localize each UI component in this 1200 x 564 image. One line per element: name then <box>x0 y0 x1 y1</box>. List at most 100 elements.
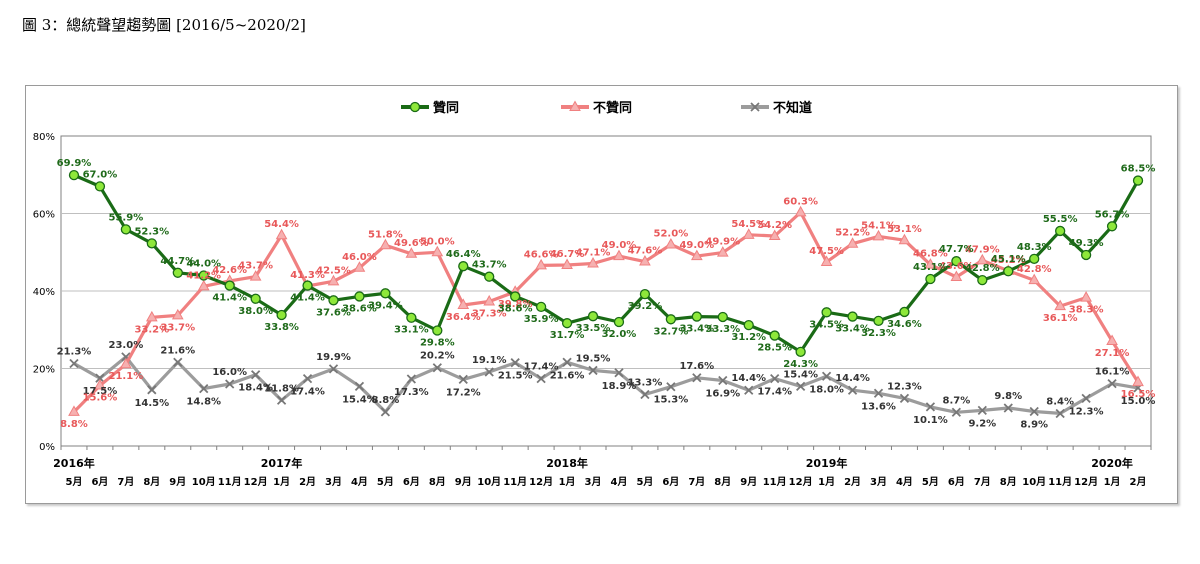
data-point <box>354 381 365 391</box>
x-marker-stroke <box>328 364 339 374</box>
data-label: 33.4% <box>835 324 870 335</box>
data-label: 32.0% <box>602 329 637 340</box>
data-label: 49.9% <box>705 237 740 248</box>
data-point <box>380 288 391 299</box>
x-marker-stroke <box>1081 393 1091 403</box>
data-label: 51.8% <box>368 229 403 240</box>
x-tick-label: 2月 <box>844 476 861 488</box>
data-label: 9.2% <box>968 418 996 429</box>
data-point <box>68 169 80 181</box>
series-line <box>72 210 1140 414</box>
data-label: 19.9% <box>316 352 351 363</box>
x-marker-stroke <box>1029 406 1039 417</box>
data-label: 47.6% <box>628 246 663 257</box>
x-tick-label: 11月 <box>218 476 242 488</box>
data-label: 27.1% <box>1095 348 1130 359</box>
x-tick-label: 2月 <box>1130 476 1147 488</box>
x-marker-stroke <box>666 382 676 392</box>
data-label: 33.1% <box>394 325 429 336</box>
data-point <box>587 256 599 268</box>
data-point <box>405 247 418 258</box>
data-label: 38.3% <box>1069 305 1104 316</box>
data-point <box>925 273 936 285</box>
data-point <box>302 280 313 291</box>
x-tick-label: 4月 <box>351 476 368 488</box>
data-label: 14.8% <box>186 397 221 408</box>
data-point <box>484 367 494 377</box>
x-tick-label: 5月 <box>636 476 653 488</box>
legend-label: 不知道 <box>773 100 812 116</box>
x-marker-stroke <box>121 352 131 362</box>
x-marker-stroke <box>614 368 624 378</box>
data-point <box>327 274 340 286</box>
data-label: 31.2% <box>731 332 766 343</box>
x-marker-stroke <box>640 389 650 400</box>
data-label: 33.4% <box>679 324 714 335</box>
x-tick-label: 7月 <box>974 476 991 488</box>
data-label: 15.0% <box>1121 396 1156 407</box>
data-point <box>484 271 495 282</box>
data-label: 13.6% <box>861 401 896 412</box>
data-point <box>873 315 884 326</box>
x-marker-stroke <box>692 373 702 383</box>
data-point <box>561 258 573 270</box>
data-label: 47.7% <box>939 244 974 255</box>
x-marker-stroke <box>873 388 884 398</box>
y-tick-label: 0% <box>39 442 55 453</box>
x-tick-label: 10月 <box>477 476 501 488</box>
x-tick-label: 11月 <box>1048 476 1072 488</box>
data-point <box>328 364 339 374</box>
x-marker-stroke <box>302 373 313 384</box>
data-point <box>587 311 599 322</box>
data-point <box>457 298 470 309</box>
x-tick-label: 10月 <box>1022 476 1046 488</box>
data-label: 35.9% <box>524 314 559 325</box>
data-point <box>613 249 625 261</box>
data-label: 42.5% <box>316 265 351 276</box>
data-label: 21.6% <box>550 370 585 381</box>
legend-item: 贊同 <box>401 100 459 116</box>
x-tick-label: 8月 <box>714 476 731 488</box>
data-point <box>172 267 183 278</box>
x-tick-label: 1月 <box>818 476 835 488</box>
series-2 <box>69 352 1143 419</box>
data-point <box>120 224 132 235</box>
data-label: 54.1% <box>861 220 896 231</box>
data-label: 42.6% <box>212 265 247 276</box>
x-tick-label: 10月 <box>192 476 216 488</box>
data-point <box>173 357 183 367</box>
data-label: 42.8% <box>965 263 1000 274</box>
data-point <box>276 309 287 321</box>
data-label: 52.2% <box>835 228 870 239</box>
data-label: 32.3% <box>861 328 896 339</box>
data-point <box>820 255 833 266</box>
x-tick-label: 5月 <box>65 476 82 488</box>
x-tick-label: 12月 <box>789 476 813 488</box>
data-label: 33.3% <box>705 324 740 335</box>
data-point <box>431 245 444 257</box>
data-label: 8.8% <box>60 419 88 430</box>
legend-item: 不知道 <box>741 100 812 116</box>
data-label: 16.5% <box>1121 389 1156 400</box>
data-point <box>692 373 702 383</box>
data-point <box>1132 375 1144 387</box>
data-point <box>614 368 624 378</box>
y-tick-label: 60% <box>33 210 55 221</box>
data-point <box>1081 393 1091 403</box>
data-label: 45.2% <box>991 255 1026 266</box>
data-label: 33.7% <box>160 322 195 333</box>
x-marker-stroke <box>562 357 572 367</box>
data-label: 14.5% <box>134 398 169 409</box>
data-label: 38.6% <box>342 303 377 314</box>
data-point <box>197 279 210 291</box>
data-label: 16.0% <box>212 367 247 378</box>
data-point <box>665 237 677 249</box>
data-point <box>199 384 209 394</box>
data-label: 9.8% <box>994 391 1022 402</box>
x-tick-label: 3月 <box>585 476 602 488</box>
data-label: 54.2% <box>757 220 792 231</box>
year-label: 2017年 <box>261 456 303 470</box>
x-marker-stroke <box>536 373 546 384</box>
data-point <box>561 318 573 329</box>
data-point <box>951 256 962 267</box>
